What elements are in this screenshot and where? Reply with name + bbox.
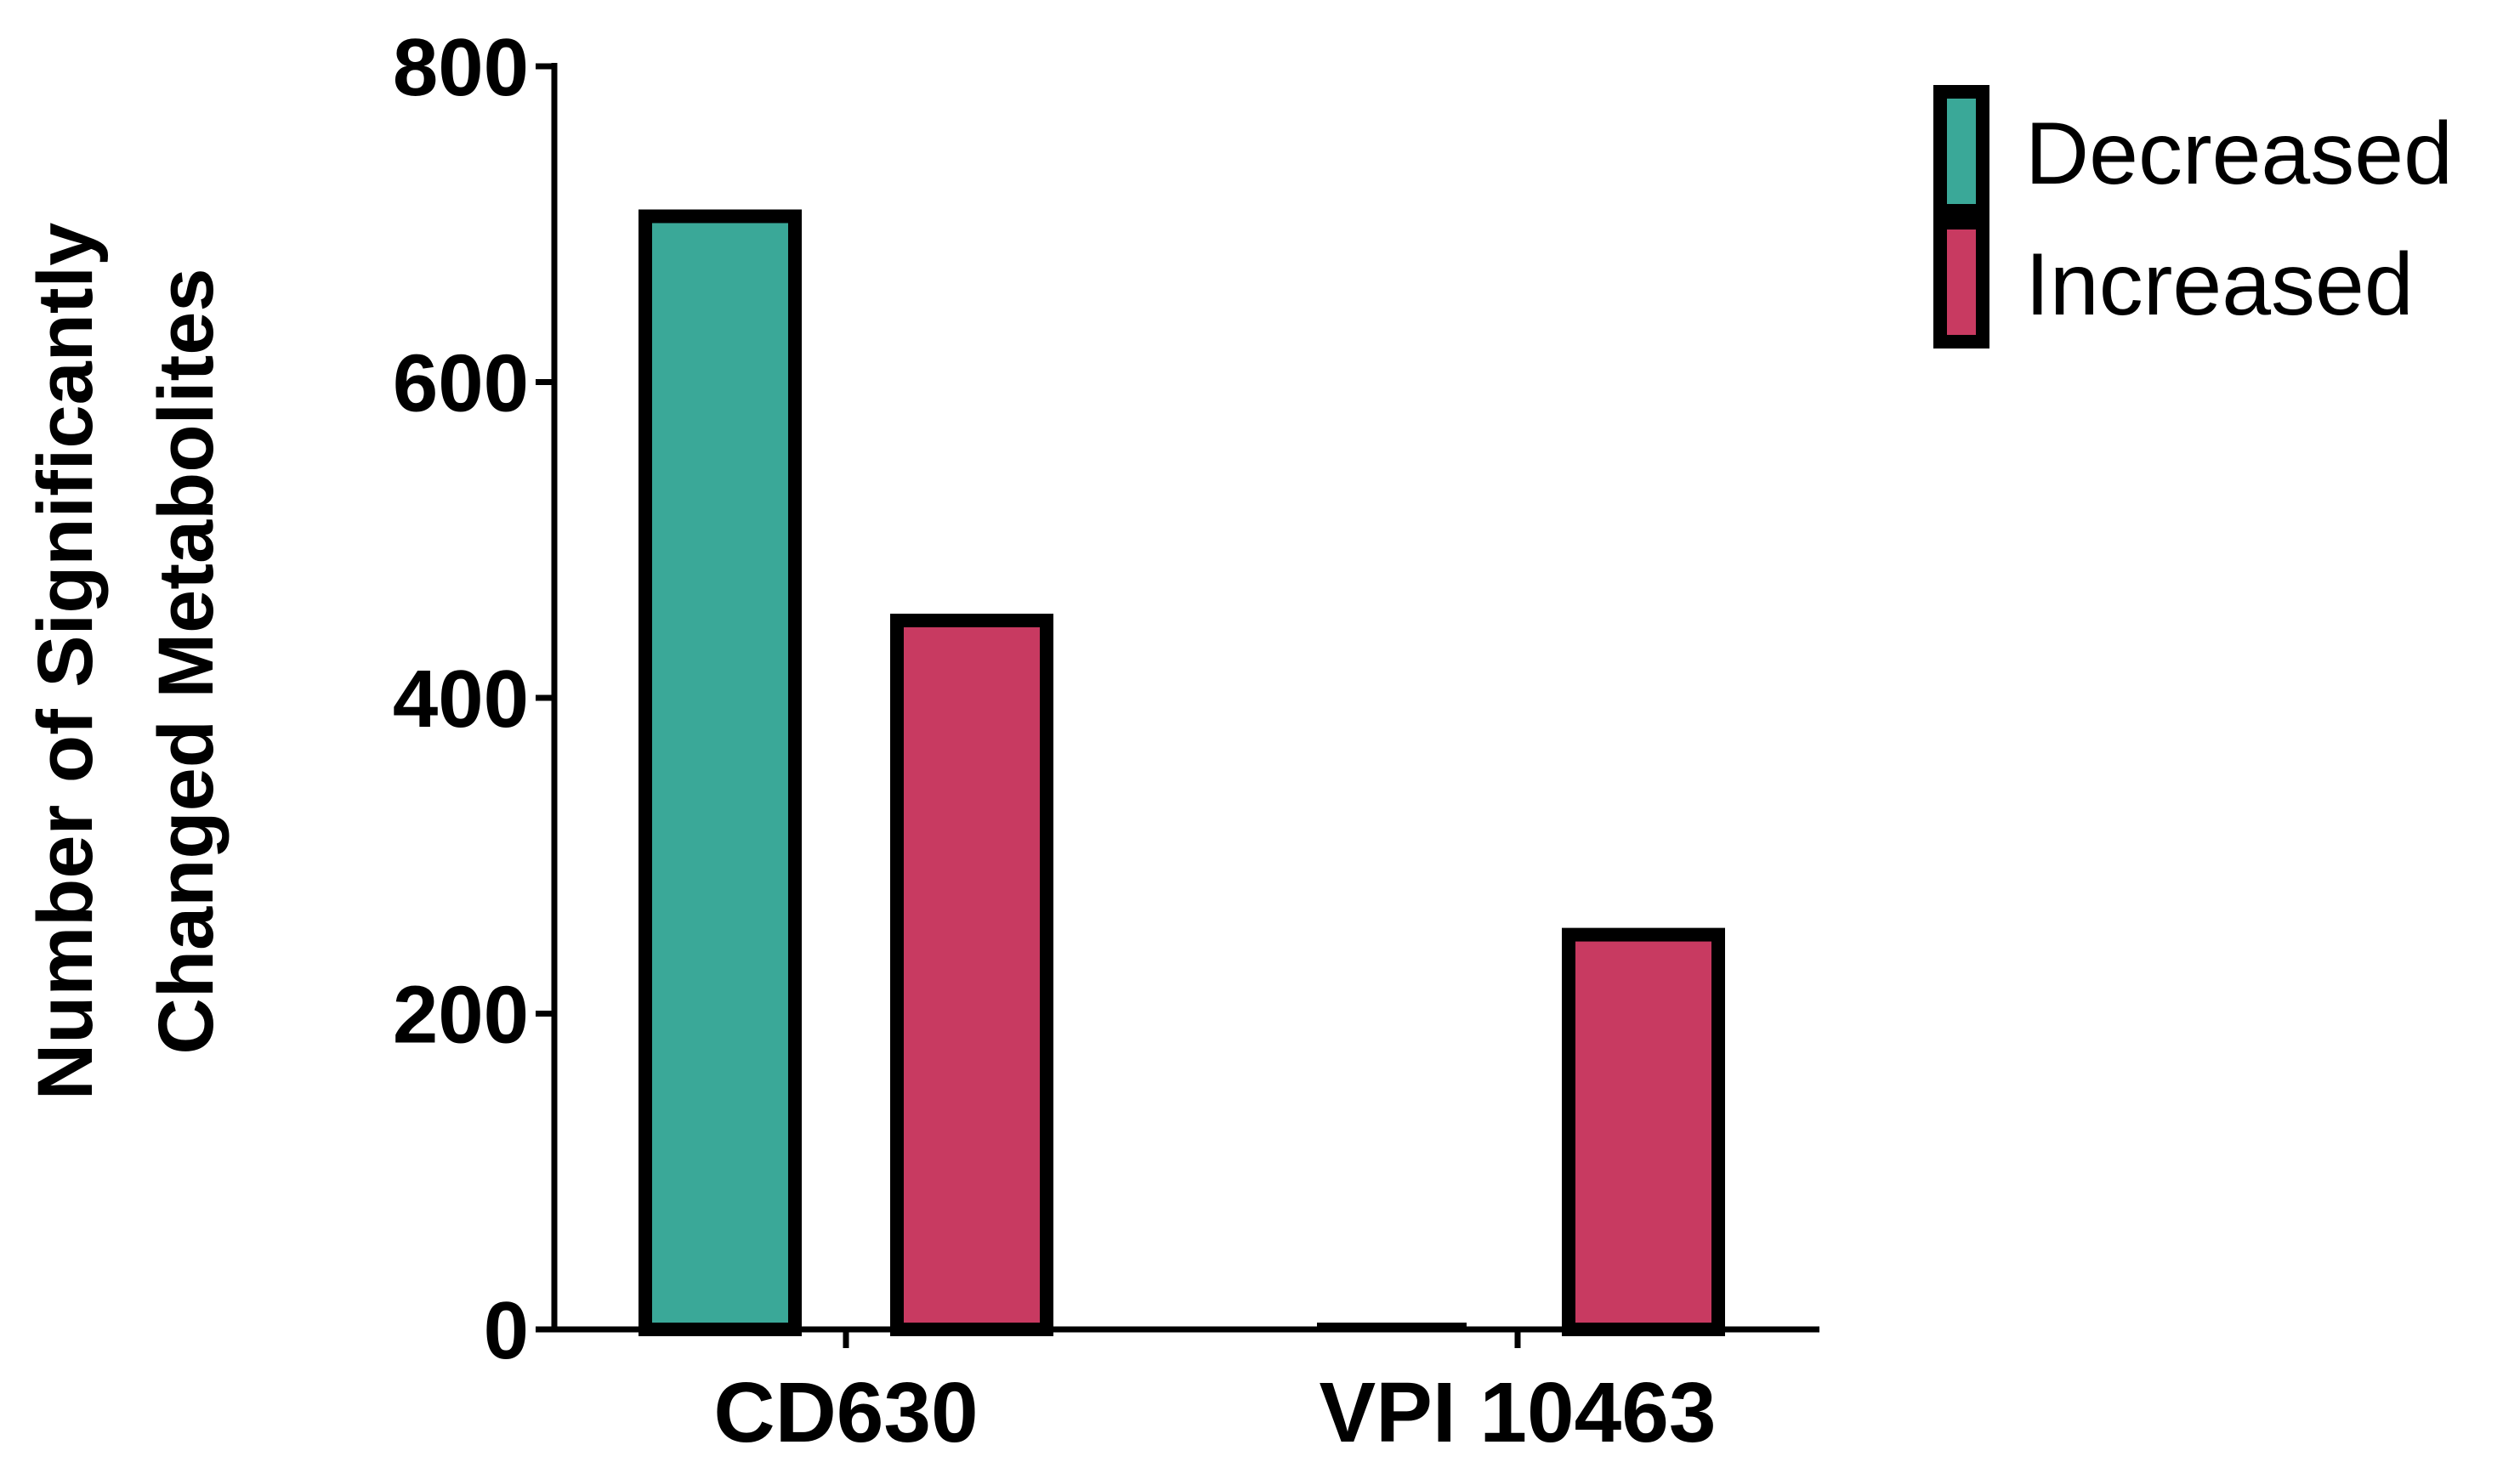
bar-decreased-cd630 — [639, 209, 802, 1336]
y-tick-label: 800 — [393, 22, 529, 113]
legend-swatch — [1933, 216, 1989, 348]
legend-item-decreased: Decreased — [1933, 85, 2453, 218]
bar-rect — [639, 209, 802, 1336]
axes: 0 200 400 600 800 CD630 VPI 10463 — [393, 22, 1819, 1460]
bar-increased-vpi-10463 — [1562, 927, 1725, 1336]
y-tick-label: 600 — [393, 338, 529, 429]
legend-swatch — [1933, 85, 1989, 218]
y-axis-title-line-1: Number of Significantly — [22, 223, 109, 1101]
bar-rect — [890, 613, 1053, 1336]
bar-decreased-vpi-10463 — [1317, 1323, 1467, 1329]
legend-item-increased: Increased — [1933, 216, 2414, 348]
legend-label: Decreased — [2025, 105, 2453, 203]
y-axis-title: Number of Significantly Changed Metaboli… — [22, 223, 230, 1101]
bar-rect — [1562, 927, 1725, 1336]
legend-label: Increased — [2025, 235, 2414, 334]
y-tick-label: 400 — [393, 654, 529, 745]
x-category-label: VPI 10463 — [1319, 1365, 1716, 1460]
bars — [639, 209, 1725, 1336]
bar-increased-cd630 — [890, 613, 1053, 1336]
y-tick-label: 0 — [484, 1285, 529, 1376]
bar-rect — [1317, 1323, 1467, 1329]
x-category-label: CD630 — [713, 1365, 978, 1460]
legend: Decreased Increased — [1933, 85, 2453, 348]
y-axis-title-line-2: Changed Metabolites — [143, 268, 230, 1054]
y-tick-label: 200 — [393, 970, 529, 1061]
